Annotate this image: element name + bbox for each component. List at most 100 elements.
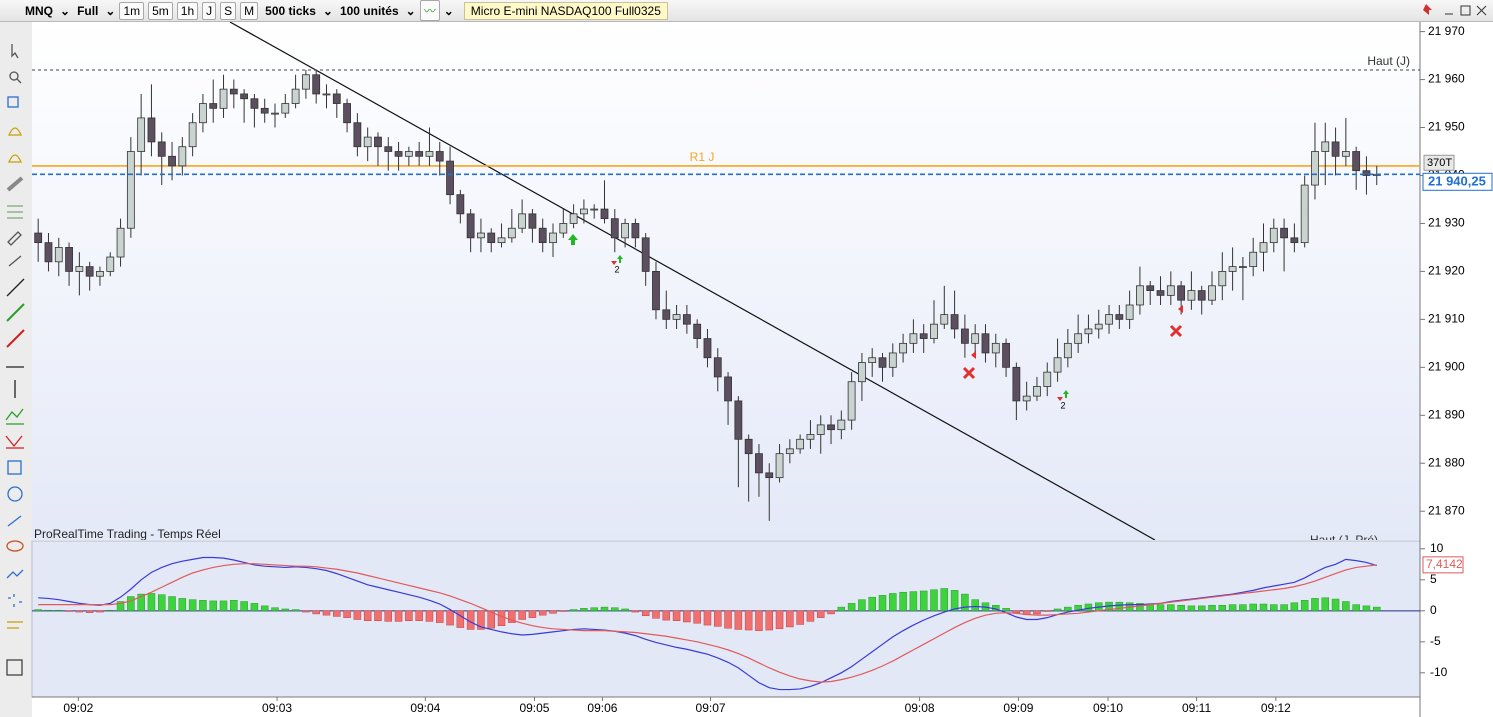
candle-body [549, 232, 557, 244]
histogram-bar [940, 588, 949, 612]
period-button[interactable]: S [220, 1, 237, 20]
last-value-label: 7,4142 [1426, 557, 1463, 571]
histogram-bar [538, 610, 547, 616]
candle-body [507, 227, 516, 239]
candle-body [1331, 141, 1340, 157]
candle-body [744, 438, 753, 455]
histogram-bar [394, 610, 403, 622]
trend-line[interactable] [229, 22, 1156, 540]
period-button[interactable]: 5m [148, 1, 173, 20]
candle-body [971, 333, 980, 344]
candle-body [487, 232, 496, 244]
segment-tool[interactable] [8, 255, 22, 267]
histogram-bar [302, 610, 310, 613]
x-tick-label: 09:11 [1182, 701, 1211, 715]
y-tick-label: 21 970 [1428, 24, 1465, 38]
candle-body [950, 314, 959, 330]
candle-body [703, 338, 712, 359]
histogram-bar [950, 590, 959, 612]
candle-body [930, 323, 938, 339]
channel-tool[interactable] [5, 435, 24, 449]
zoom-tool-handle[interactable] [16, 78, 22, 84]
candle-body [312, 74, 321, 95]
stop-marker [962, 366, 976, 380]
candle-body [909, 333, 918, 344]
candle-body [1311, 151, 1319, 186]
histogram-bar [436, 610, 444, 623]
histogram-bar [55, 609, 63, 612]
histogram-bar [1259, 603, 1268, 612]
alert-tool[interactable] [8, 154, 22, 163]
histogram-bar [806, 610, 815, 622]
mode-select[interactable]: Full [77, 3, 99, 18]
histogram-bar [1012, 610, 1021, 613]
histogram-bar [106, 609, 115, 612]
histogram-bar [775, 610, 784, 630]
histogram-bar [992, 604, 1000, 612]
candle-body [1218, 271, 1227, 287]
candle-body [672, 314, 681, 320]
resistance-line-tool[interactable] [6, 329, 25, 348]
histogram-bar [528, 610, 537, 618]
period-button[interactable]: 1m [119, 1, 145, 20]
indicator-line [38, 563, 1377, 683]
candle-body [147, 117, 156, 143]
rectangle-tool[interactable] [7, 515, 22, 527]
channel-tool[interactable] [5, 408, 24, 425]
histogram-bar [703, 610, 712, 626]
histogram-bar [271, 607, 279, 612]
cursor-tool[interactable] [11, 44, 19, 59]
histogram-bar [837, 606, 846, 612]
candle-body [1177, 285, 1186, 301]
ticks-select[interactable]: 500 ticks [265, 3, 316, 18]
chart-style-button[interactable]: 〰 [419, 0, 440, 21]
candle-body [1053, 357, 1062, 373]
candle-body [1012, 366, 1021, 402]
period-button[interactable]: M [240, 1, 259, 20]
histogram-bar [137, 593, 145, 612]
fan-tool[interactable] [7, 621, 23, 629]
price-axis [1420, 22, 1493, 717]
fibonacci-tool[interactable] [7, 205, 23, 219]
x-tick-label: 09:08 [905, 701, 935, 715]
period-button[interactable]: 1h [176, 1, 199, 20]
histogram-bar [518, 610, 526, 620]
histogram-bar [497, 610, 506, 626]
units-select[interactable]: 100 unités [339, 3, 399, 18]
candle-body [137, 117, 146, 152]
text-tool[interactable] [7, 460, 22, 475]
support-line-tool[interactable] [6, 303, 25, 322]
candle-body [456, 194, 465, 215]
histogram-bar [230, 600, 238, 612]
ellipse-tool[interactable] [6, 540, 24, 552]
candle-body [1156, 290, 1165, 296]
alert-tool[interactable] [8, 127, 22, 136]
candle-body [260, 107, 269, 114]
pencil-tool[interactable] [7, 231, 22, 246]
candle-body [106, 256, 115, 272]
histogram-bar [1300, 600, 1309, 612]
candle-body [1228, 266, 1237, 272]
period-button[interactable]: J [202, 1, 217, 20]
zoom-tool[interactable] [9, 71, 19, 81]
x-tick-label: 09:05 [519, 701, 549, 715]
candle-body [425, 151, 434, 157]
candle-body [981, 333, 990, 354]
candle-body [291, 88, 300, 104]
line-tool[interactable] [6, 278, 25, 297]
candle-body [497, 237, 506, 244]
y-tick-label: 21 910 [1428, 312, 1465, 326]
symbol-select[interactable]: MNQ [25, 3, 53, 18]
candle-body [85, 266, 94, 277]
histogram-bar [333, 610, 341, 617]
zoom-box-tool[interactable] [7, 96, 19, 108]
order-tool[interactable] [6, 659, 23, 676]
points-tool[interactable] [8, 594, 22, 607]
text-tool[interactable] [7, 486, 23, 502]
candle-body [662, 309, 671, 320]
pattern-tool[interactable] [6, 569, 24, 579]
candle-body [435, 151, 444, 162]
candle-body [796, 438, 805, 450]
ruler-tool[interactable] [6, 176, 24, 192]
